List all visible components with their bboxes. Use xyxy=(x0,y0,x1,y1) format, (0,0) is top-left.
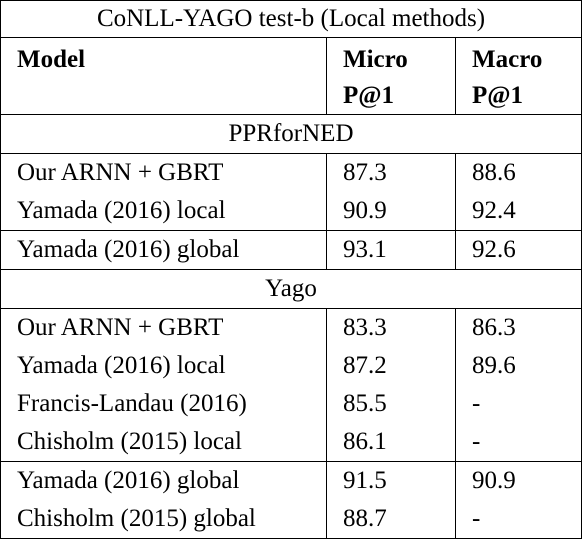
cell-macro: - xyxy=(454,500,582,539)
table-row: Francis-Landau (2016) 85.5- xyxy=(0,385,582,423)
cell-micro: 83.3 xyxy=(326,308,456,347)
table-row: Yamada (2016) global 91.5 90.9 xyxy=(0,461,582,500)
section-title: Yago xyxy=(0,269,582,309)
header-macro-line2: P@1 xyxy=(472,82,524,109)
cell-micro: 91.5 xyxy=(326,461,456,500)
cell-macro: 90.9 xyxy=(454,461,582,500)
cell-model: Our ARNN + GBRT xyxy=(0,308,327,347)
table-row: Our ARNN + GBRT 87.3 88.6 xyxy=(0,153,582,192)
table-caption: CoNLL-YAGO test-b (Local methods) xyxy=(0,0,582,38)
header-model: Model xyxy=(0,37,327,115)
header-macro: Macro P@1 xyxy=(454,37,582,115)
section-header-row: Yago xyxy=(0,269,582,309)
cell-macro: 92.4 xyxy=(454,192,582,231)
cell-model: Francis-Landau (2016) xyxy=(0,385,327,423)
header-macro-line1: Macro xyxy=(472,46,543,73)
cell-macro: - xyxy=(454,385,582,423)
cell-micro: 85.5 xyxy=(326,385,456,423)
cell-model: Our ARNN + GBRT xyxy=(0,153,327,192)
header-row: Model Micro P@1 Macro P@1 xyxy=(0,37,582,115)
cell-model: Chisholm (2015) global xyxy=(0,500,327,539)
table-caption-row: CoNLL-YAGO test-b (Local methods) xyxy=(0,0,582,38)
table-row: Chisholm (2015) local 86.1- xyxy=(0,423,582,462)
table-row: Yamada (2016) local 87.2 89.6 xyxy=(0,347,582,385)
cell-micro: 86.1 xyxy=(326,423,456,462)
cell-micro: 87.3 xyxy=(326,153,456,192)
section-header-row: PPRforNED xyxy=(0,114,582,154)
cell-micro: 88.7 xyxy=(326,500,456,539)
header-micro-line2: P@1 xyxy=(343,82,395,109)
table-row: Yamada (2016) local 90.9 92.4 xyxy=(0,192,582,231)
cell-micro: 93.1 xyxy=(326,230,456,270)
header-micro-line1: Micro xyxy=(343,46,408,73)
cell-micro: 90.9 xyxy=(326,192,456,231)
cell-macro: 89.6 xyxy=(454,347,582,385)
cell-model: Yamada (2016) global xyxy=(0,461,327,500)
cell-model: Chisholm (2015) local xyxy=(0,423,327,462)
cell-macro: 88.6 xyxy=(454,153,582,192)
cell-model: Yamada (2016) global xyxy=(0,230,327,270)
cell-macro: 86.3 xyxy=(454,308,582,347)
cell-micro: 87.2 xyxy=(326,347,456,385)
header-micro: Micro P@1 xyxy=(326,37,456,115)
table-row: Our ARNN + GBRT 83.3 86.3 xyxy=(0,308,582,347)
section-title: PPRforNED xyxy=(0,114,582,154)
cell-macro: 92.6 xyxy=(454,230,582,270)
cell-model: Yamada (2016) local xyxy=(0,192,327,231)
table-row: Yamada (2016) global 93.1 92.6 xyxy=(0,230,582,270)
cell-macro: - xyxy=(454,423,582,462)
cell-model: Yamada (2016) local xyxy=(0,347,327,385)
table-row: Chisholm (2015) global 88.7- xyxy=(0,500,582,539)
